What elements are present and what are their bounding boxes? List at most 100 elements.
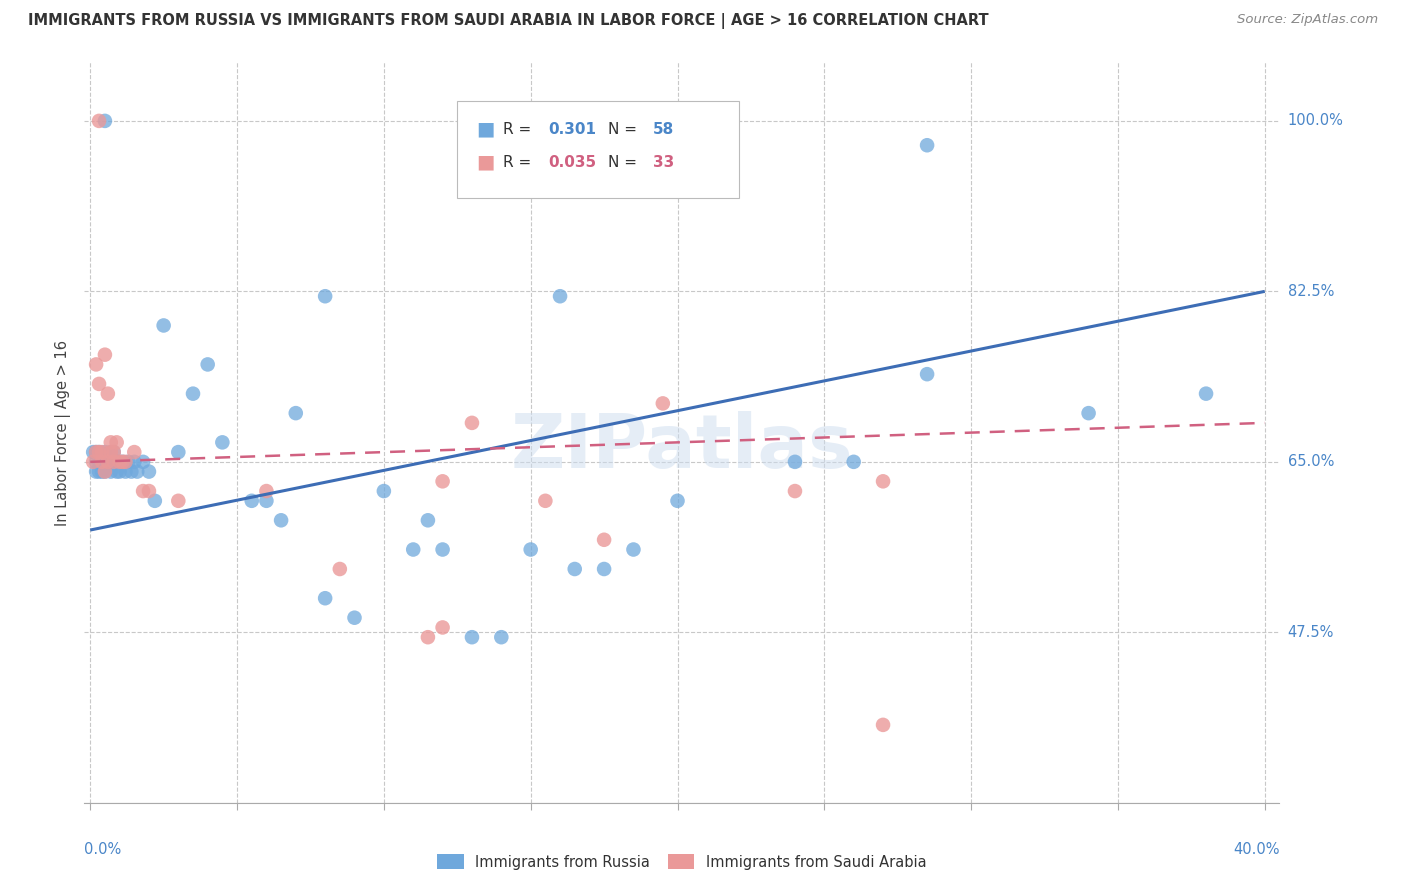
- Point: [108, 455, 131, 469]
- Point: [94, 465, 117, 479]
- Point: [461, 630, 484, 644]
- Point: [402, 542, 425, 557]
- Text: N =: N =: [607, 155, 641, 169]
- Point: [593, 533, 616, 547]
- Point: [84, 445, 107, 459]
- Text: 0.035: 0.035: [548, 155, 596, 169]
- Point: [111, 455, 134, 469]
- Text: 100.0%: 100.0%: [1288, 113, 1344, 128]
- Point: [91, 445, 114, 459]
- Point: [783, 484, 806, 499]
- Text: 33: 33: [654, 155, 675, 169]
- Point: [94, 445, 117, 459]
- Point: [132, 484, 155, 499]
- Point: [103, 455, 125, 469]
- Point: [124, 445, 146, 459]
- Point: [91, 455, 114, 469]
- Text: R =: R =: [503, 121, 536, 136]
- Point: [114, 465, 136, 479]
- Point: [84, 455, 107, 469]
- Text: Source: ZipAtlas.com: Source: ZipAtlas.com: [1237, 13, 1378, 27]
- Point: [120, 465, 142, 479]
- Point: [432, 475, 454, 489]
- Text: 82.5%: 82.5%: [1288, 284, 1334, 299]
- Point: [84, 445, 107, 459]
- Point: [181, 386, 204, 401]
- Point: [1195, 386, 1218, 401]
- Point: [87, 114, 110, 128]
- Point: [108, 465, 131, 479]
- Point: [1077, 406, 1099, 420]
- Point: [91, 455, 114, 469]
- Point: [100, 445, 122, 459]
- Legend: Immigrants from Russia, Immigrants from Saudi Arabia: Immigrants from Russia, Immigrants from …: [437, 855, 927, 870]
- Text: R =: R =: [503, 155, 536, 169]
- Point: [105, 435, 128, 450]
- Point: [114, 455, 136, 469]
- Point: [915, 138, 938, 153]
- Point: [152, 318, 174, 333]
- Point: [94, 114, 117, 128]
- Point: [314, 289, 336, 303]
- Point: [111, 455, 134, 469]
- Point: [254, 493, 277, 508]
- Point: [211, 435, 233, 450]
- Point: [915, 367, 938, 381]
- Point: [94, 348, 117, 362]
- Point: [82, 455, 104, 469]
- Point: [91, 455, 114, 469]
- Point: [623, 542, 645, 557]
- Point: [100, 465, 122, 479]
- Point: [432, 542, 454, 557]
- Point: [416, 630, 439, 644]
- Point: [314, 591, 336, 606]
- Text: N =: N =: [607, 121, 641, 136]
- Point: [124, 455, 146, 469]
- Point: [872, 475, 894, 489]
- Point: [87, 455, 110, 469]
- Point: [167, 493, 190, 508]
- Y-axis label: In Labor Force | Age > 16: In Labor Force | Age > 16: [55, 340, 72, 525]
- Text: IMMIGRANTS FROM RUSSIA VS IMMIGRANTS FROM SAUDI ARABIA IN LABOR FORCE | AGE > 16: IMMIGRANTS FROM RUSSIA VS IMMIGRANTS FRO…: [28, 13, 988, 29]
- Point: [564, 562, 586, 576]
- Text: 47.5%: 47.5%: [1288, 624, 1334, 640]
- Point: [666, 493, 689, 508]
- Point: [872, 718, 894, 732]
- Point: [97, 455, 120, 469]
- Text: 58: 58: [654, 121, 675, 136]
- Point: [97, 455, 120, 469]
- Point: [132, 455, 155, 469]
- Point: [783, 455, 806, 469]
- Point: [100, 435, 122, 450]
- Text: 40.0%: 40.0%: [1233, 842, 1279, 856]
- Point: [84, 465, 107, 479]
- Point: [461, 416, 484, 430]
- Point: [103, 455, 125, 469]
- Point: [432, 620, 454, 634]
- Point: [254, 484, 277, 499]
- Point: [651, 396, 673, 410]
- Point: [167, 445, 190, 459]
- Point: [103, 445, 125, 459]
- Point: [84, 358, 107, 372]
- Point: [593, 562, 616, 576]
- Point: [97, 455, 120, 469]
- Point: [94, 465, 117, 479]
- Text: 65.0%: 65.0%: [1288, 454, 1334, 469]
- Point: [91, 465, 114, 479]
- Point: [87, 465, 110, 479]
- Text: 0.301: 0.301: [548, 121, 596, 136]
- Text: 0.0%: 0.0%: [84, 842, 121, 856]
- Text: ZIPatlas: ZIPatlas: [510, 411, 853, 484]
- Point: [842, 455, 865, 469]
- Point: [143, 493, 166, 508]
- Point: [240, 493, 263, 508]
- Point: [97, 386, 120, 401]
- Text: ■: ■: [477, 153, 495, 172]
- Point: [87, 445, 110, 459]
- Point: [329, 562, 352, 576]
- Point: [138, 465, 160, 479]
- Point: [491, 630, 513, 644]
- Text: ■: ■: [477, 120, 495, 138]
- Point: [94, 455, 117, 469]
